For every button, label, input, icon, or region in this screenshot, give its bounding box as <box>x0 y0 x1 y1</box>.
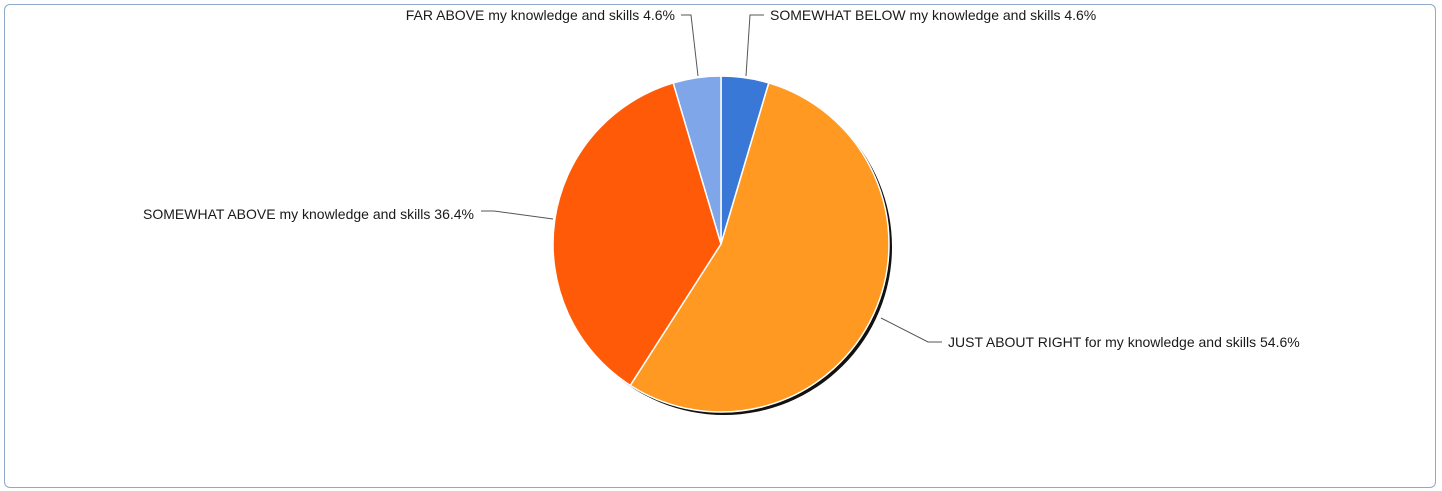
pie-slices <box>552 75 890 413</box>
slice-label-2: JUST ABOUT RIGHT for my knowledge and sk… <box>948 334 1300 350</box>
leader-line-4 <box>681 14 699 77</box>
slice-label-4: FAR ABOVE my knowledge and skills 4.6% <box>406 7 675 23</box>
pie-slice-2 <box>629 82 890 413</box>
leader-line-1 <box>745 14 764 77</box>
leader-line-2 <box>880 317 942 343</box>
leader-line-3 <box>481 210 554 220</box>
pie-slice-3 <box>552 82 722 387</box>
leader-lines <box>481 14 942 343</box>
slice-label-1: SOMEWHAT BELOW my knowledge and skills 4… <box>770 7 1096 23</box>
pie-slice-4 <box>672 75 722 245</box>
slice-labels: SOMEWHAT BELOW my knowledge and skills 4… <box>143 7 1300 350</box>
slice-label-3: SOMEWHAT ABOVE my knowledge and skills 3… <box>143 206 474 222</box>
